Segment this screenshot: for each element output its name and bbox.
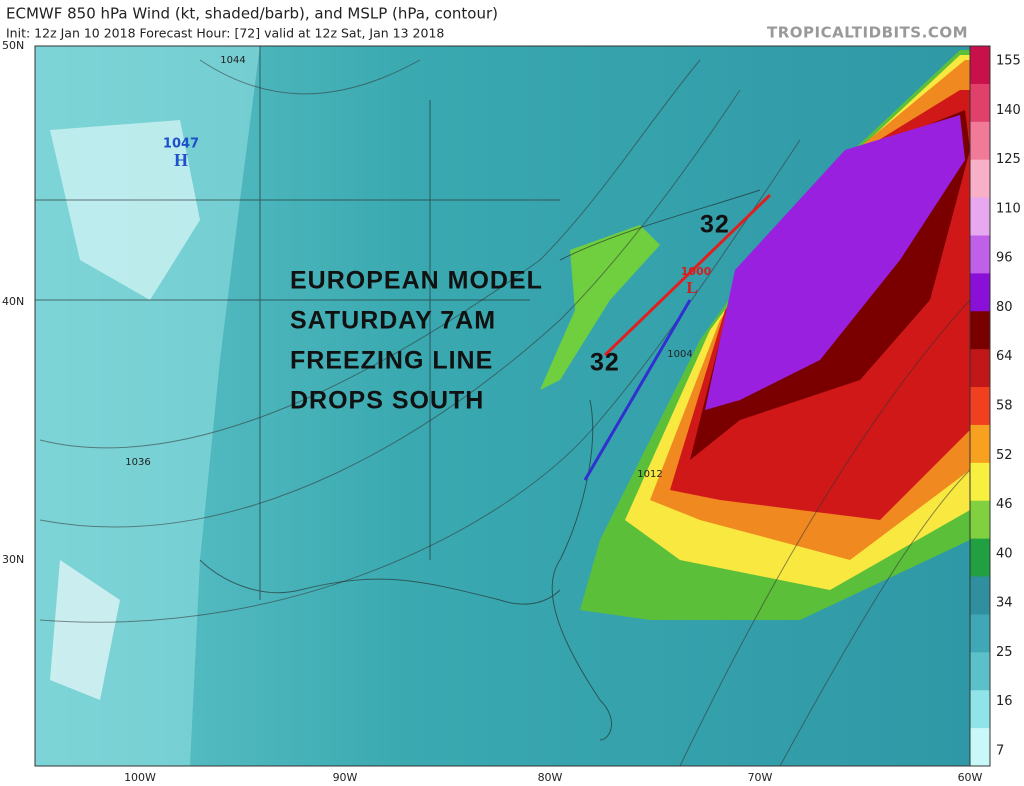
colorbar: 155 140 125 110 96 80 64 58 52 46 40 34 25 16 7	[969, 45, 1021, 767]
isobars	[39, 59, 971, 767]
colorbar-tick-label: 46	[996, 497, 1013, 512]
low-pressure-symbol: L	[686, 278, 697, 297]
colorbar-segment	[970, 121, 990, 161]
high-pressure-symbol: H	[174, 150, 188, 170]
isobar-label: 1036	[125, 457, 150, 468]
colorbar-segment	[970, 349, 990, 388]
isobar-label: 1044	[220, 55, 245, 66]
freezing-line-blue	[583, 299, 692, 481]
colorbar-segment	[970, 311, 990, 350]
colorbar-segment	[970, 462, 990, 502]
freezing-label: 32	[590, 349, 620, 377]
high-pressure-value: 1047	[163, 137, 199, 152]
isobar-label: 1004	[667, 349, 692, 360]
lon-label: 70W	[748, 771, 773, 784]
lon-label: 90W	[333, 771, 358, 784]
colorbar-tick-label: 96	[996, 251, 1013, 266]
calm-area	[50, 120, 200, 300]
colorbar-segment	[970, 576, 990, 615]
colorbar-tick-label: 16	[996, 694, 1013, 709]
colorbar-segment	[970, 690, 990, 729]
annotation-line: EUROPEAN MODEL	[290, 267, 543, 295]
map-area: EUROPEAN MODEL SATURDAY 7AM FREEZING LIN…	[34, 45, 971, 767]
colorbar-segment	[970, 538, 990, 578]
colorbar-segment	[970, 273, 990, 312]
freezing-line-red	[603, 193, 772, 357]
isobar-label: 1012	[637, 469, 662, 480]
colorbar-segment	[970, 46, 990, 85]
colorbar-tick-label: 7	[996, 744, 1004, 759]
lat-label: 50N	[2, 39, 24, 52]
lat-label: 40N	[2, 295, 24, 308]
colorbar-segment	[970, 614, 990, 653]
colorbar-frame	[969, 45, 991, 767]
colorbar-tick-label: 110	[996, 201, 1021, 216]
colorbar-tick-label: 64	[996, 349, 1013, 364]
subtitle: Init: 12z Jan 10 2018 Forecast Hour: [72…	[6, 26, 444, 41]
colorbar-segment	[970, 728, 990, 767]
green-band	[540, 225, 660, 390]
title: ECMWF 850 hPa Wind (kt, shaded/barb), an…	[6, 5, 498, 23]
low-pressure-value: 1000	[681, 265, 712, 278]
colorbar-tick-label: 52	[996, 448, 1013, 463]
annotation-line: SATURDAY 7AM	[290, 307, 496, 335]
colorbar-segment	[970, 500, 990, 540]
colorbar-tick-label: 125	[996, 152, 1021, 167]
calm-area-south	[50, 560, 120, 700]
colorbar-tick-label: 140	[996, 103, 1021, 118]
colorbar-tick-label: 34	[996, 596, 1013, 611]
annotation-line: FREEZING LINE	[290, 347, 493, 375]
lon-label: 80W	[538, 771, 563, 784]
colorbar-tick-label: 58	[996, 399, 1013, 414]
source: TROPICALTIDBITS.COM	[767, 24, 968, 42]
colorbar-segment	[970, 159, 990, 199]
colorbar-tick-label: 40	[996, 546, 1013, 561]
lon-label: 100W	[124, 771, 156, 784]
lat-label: 30N	[2, 553, 24, 566]
colorbar-segment	[970, 197, 990, 236]
jet-purple	[705, 115, 965, 410]
colorbar-segment	[970, 387, 990, 426]
annotation-line: DROPS SOUTH	[290, 387, 484, 415]
colorbar-segment	[970, 83, 990, 123]
lon-label: 60W	[958, 771, 983, 784]
colorbar-tick-label: 25	[996, 645, 1013, 660]
colorbar-tick-label: 155	[996, 54, 1021, 69]
freezing-label: 32	[700, 211, 730, 239]
colorbar-tick-label: 80	[996, 300, 1013, 315]
colorbar-segment	[970, 424, 990, 464]
colorbar-segment	[970, 652, 990, 691]
colorbar-segment	[970, 235, 990, 274]
